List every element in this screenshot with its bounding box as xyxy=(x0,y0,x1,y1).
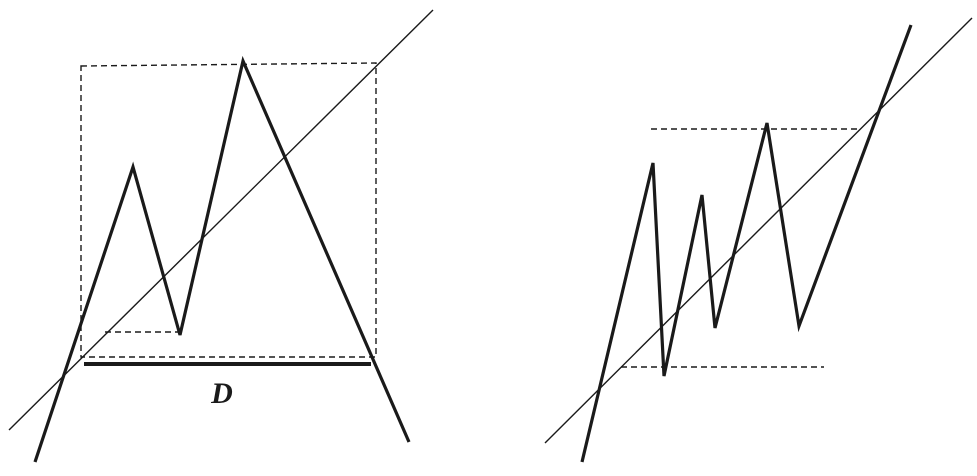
left-panel: D xyxy=(8,9,434,463)
right-zigzag-path xyxy=(580,24,913,463)
left-zigzag-path xyxy=(33,55,411,463)
right-panel xyxy=(544,17,973,463)
left-trend-line xyxy=(8,9,434,431)
right-trend-line xyxy=(544,17,973,444)
left-bounding-box xyxy=(80,62,377,358)
width-label-d: D xyxy=(210,377,233,410)
